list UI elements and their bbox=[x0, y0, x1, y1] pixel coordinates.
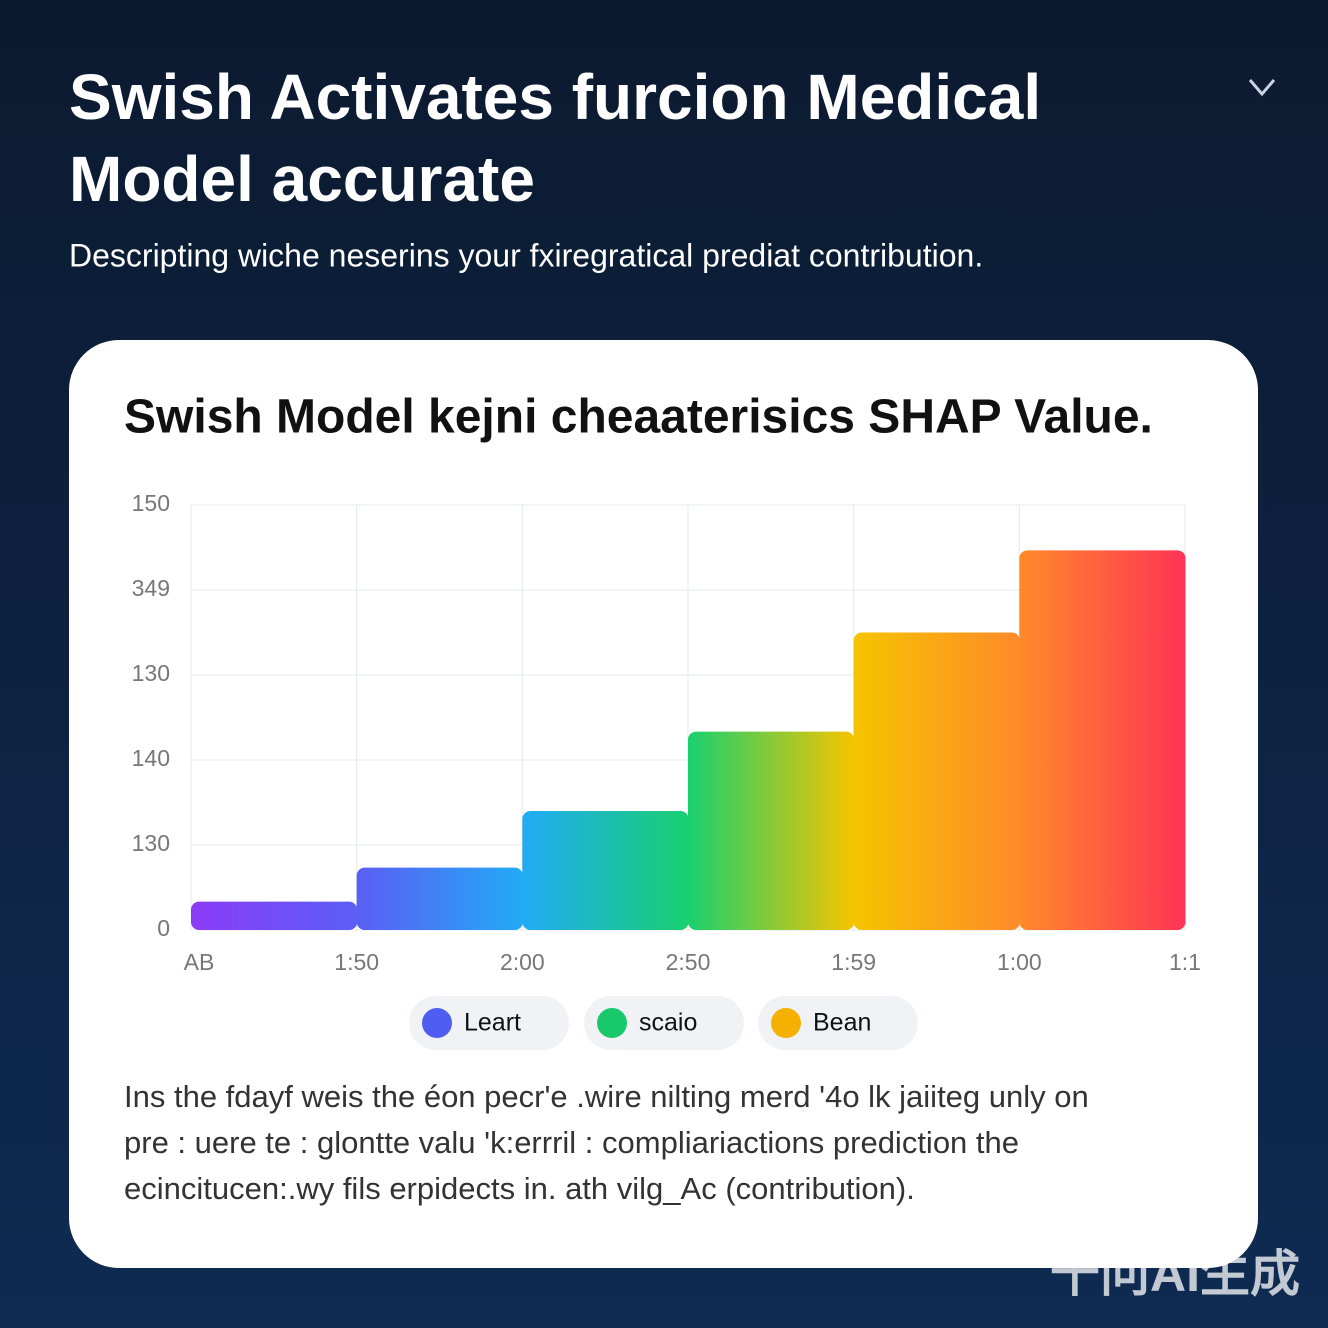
y-tick-label: 140 bbox=[132, 745, 170, 771]
y-tick-label: 130 bbox=[132, 660, 170, 686]
y-tick-label: 130 bbox=[132, 830, 170, 856]
legend-swatch bbox=[597, 1008, 627, 1038]
legend-label: scaio bbox=[639, 1009, 697, 1037]
x-tick-label: AB bbox=[184, 949, 215, 975]
bar bbox=[688, 731, 855, 930]
legend-pill bbox=[758, 996, 918, 1050]
legend-pill bbox=[409, 996, 569, 1050]
x-tick-label: 1:59 bbox=[831, 949, 876, 975]
x-tick-label: 1:00 bbox=[997, 949, 1042, 975]
legend-label: Bean bbox=[813, 1009, 871, 1037]
page-title: Model accurate bbox=[69, 143, 535, 215]
x-tick-label: 2:50 bbox=[666, 949, 711, 975]
card bbox=[69, 340, 1258, 1268]
legend-swatch bbox=[422, 1008, 452, 1038]
bar bbox=[853, 632, 1020, 930]
body-text: pre : uere te : glontte valu 'k:errril :… bbox=[124, 1125, 1019, 1160]
body-text: Ins the fdayf weis the éon pecr'e .wire … bbox=[124, 1079, 1089, 1114]
y-tick-label: 150 bbox=[132, 490, 170, 516]
page-title: Swish Activates furcion Medical bbox=[69, 61, 1041, 133]
chart-title: Swish Model kejni cheaaterisics SHAP Val… bbox=[124, 391, 1153, 444]
bar bbox=[191, 901, 358, 930]
bar bbox=[356, 867, 523, 930]
x-tick-label: 2:00 bbox=[500, 949, 545, 975]
legend-label: Leart bbox=[464, 1009, 521, 1037]
x-tick-label: 1:1 bbox=[1169, 949, 1201, 975]
bar bbox=[1019, 550, 1186, 930]
x-tick-label: 1:50 bbox=[334, 949, 379, 975]
y-tick-label: 349 bbox=[132, 575, 170, 601]
y-tick-label: 0 bbox=[157, 915, 170, 941]
legend-swatch bbox=[771, 1008, 801, 1038]
chevron[interactable] bbox=[1248, 79, 1276, 97]
legend-pill bbox=[584, 996, 744, 1050]
bar bbox=[522, 811, 689, 930]
body-text: ecincitucen:.wy fils erpidects in. ath v… bbox=[124, 1171, 915, 1206]
watermark: 千问AI生成 bbox=[1050, 1246, 1300, 1302]
page-subtitle: Descripting wiche neserins your fxiregra… bbox=[69, 237, 983, 273]
